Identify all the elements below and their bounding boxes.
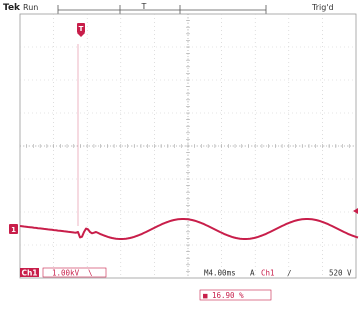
bandwidth-limit-indicator: \ — [88, 269, 93, 278]
channel-1-trace — [19, 218, 359, 240]
channel-scale-readout: 1.00kV — [52, 269, 80, 278]
channel-1-badge[interactable] — [20, 268, 39, 277]
position-indicator-icon: ■ — [203, 291, 208, 300]
channel-1-badge-label: Ch1 — [21, 269, 37, 278]
brand-label: Tek — [3, 3, 21, 13]
graticule — [19, 13, 357, 279]
record-length-bracket — [57, 5, 267, 14]
channel-1-ground-marker[interactable]: 1 — [9, 224, 18, 234]
trigger-position-marker-glyph: T — [79, 25, 84, 33]
trigger-mode-readout: A — [250, 269, 255, 278]
trigger-slope-icon: ∕ — [287, 269, 292, 278]
channel-1-ground-glyph: 1 — [11, 226, 16, 234]
trigger-level-marker[interactable] — [353, 208, 358, 214]
channel-scale-box — [42, 267, 107, 278]
position-readout: 16.90 % — [212, 291, 244, 300]
trigger-position-header-marker: T — [141, 2, 147, 11]
position-readout-box — [199, 289, 272, 301]
scope-header: Tek Run T Trig'd — [3, 2, 334, 14]
trigger-status-label: Trig'd — [311, 3, 334, 12]
readout-bar: Ch1 1.00kV \ M4.00ms A Ch1 ∕ 520 V ■ 16.… — [20, 267, 352, 301]
trigger-position-marker[interactable]: T — [77, 23, 85, 37]
timebase-readout: M4.00ms — [204, 269, 236, 278]
trigger-level-readout: 520 V — [329, 269, 352, 278]
run-state-label: Run — [23, 3, 38, 12]
trigger-source-readout: Ch1 — [261, 269, 275, 278]
